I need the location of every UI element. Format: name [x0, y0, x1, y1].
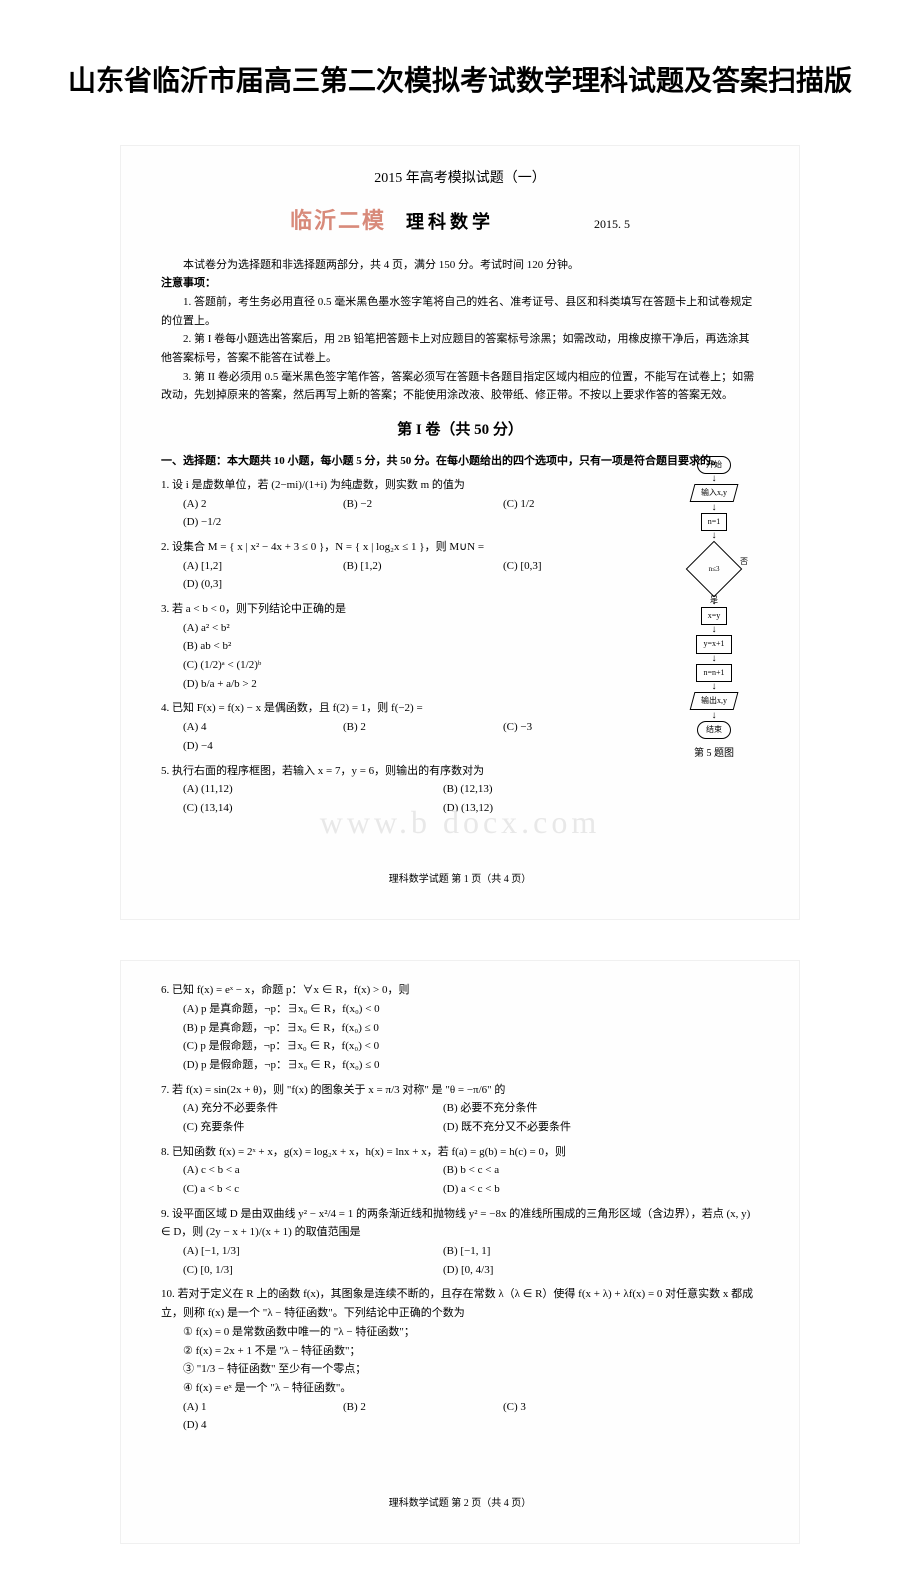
flowchart-arrow-icon: ↓	[712, 533, 717, 539]
question-5: 5. 执行右面的程序框图，若输入 x = 7，y = 6，则输出的有序数对为 (…	[161, 762, 759, 818]
option-a: (A) 充分不必要条件	[183, 1099, 403, 1118]
scan-page-1: 2015 年高考模拟试题（一） 临沂二模 理科数学 2015. 5 本试卷分为选…	[120, 145, 800, 920]
option-d: (D) −4	[183, 737, 303, 756]
option-c: (C) (1/2)ᵃ < (1/2)ᵇ	[183, 656, 403, 675]
question-stem: 9. 设平面区域 D 是由双曲线 y² − x²/4 = 1 的两条渐近线和抛物…	[161, 1205, 759, 1242]
statement-1: ① f(x) = 0 是常数函数中唯一的 "λ − 特征函数"；	[183, 1323, 759, 1342]
exam-date: 2015. 5	[594, 214, 630, 236]
question-stem: 7. 若 f(x) = sin(2x + θ)，则 "f(x) 的图象关于 x …	[161, 1081, 759, 1100]
option-d: (D) 4	[183, 1416, 303, 1435]
option-c: (C) −3	[503, 718, 623, 737]
intro-text: 本试卷分为选择题和非选择题两部分，共 4 页，满分 150 分。考试时间 120…	[161, 256, 759, 275]
option-c: (C) p 是假命题，¬p：∃x₀ ∈ R，f(x₀) < 0	[183, 1037, 759, 1056]
option-d: (D) (0,3]	[183, 575, 303, 594]
option-a: (A) a² < b²	[183, 619, 403, 638]
option-b: (B) p 是真命题，¬p：∃x₀ ∈ R，f(x₀) ≤ 0	[183, 1019, 759, 1038]
scan-page-2: 6. 已知 f(x) = eˣ − x，命题 p：∀x ∈ R，f(x) > 0…	[120, 960, 800, 1544]
option-a: (A) 4	[183, 718, 303, 737]
exam-year-header: 2015 年高考模拟试题（一）	[161, 166, 759, 191]
flowchart-yes-label: 是	[710, 593, 718, 607]
exam-instructions: 本试卷分为选择题和非选择题两部分，共 4 页，满分 150 分。考试时间 120…	[161, 256, 759, 406]
notice-3: 3. 第 II 卷必须用 0.5 毫米黑色签字笔作答，答案必须写在答题卡各题目指…	[161, 368, 759, 405]
section-1-header: 第 I 卷（共 50 分）	[161, 417, 759, 444]
option-d: (D) (13,12)	[443, 799, 663, 818]
flowchart-arrow-icon: ↓	[712, 505, 717, 511]
flowchart-step: y=x+1	[696, 635, 731, 653]
notice-title: 注意事项：	[161, 274, 759, 293]
option-b: (B) [−1, 1]	[443, 1242, 663, 1261]
option-d: (D) a < c < b	[443, 1180, 663, 1199]
option-c: (C) [0,3]	[503, 557, 623, 576]
question-stem: 10. 若对于定义在 R 上的函数 f(x)，其图象是连续不断的，且存在常数 λ…	[161, 1285, 759, 1322]
notice-2: 2. 第 I 卷每小题选出答案后，用 2B 铅笔把答题卡上对应题目的答案标号涂黑…	[161, 330, 759, 367]
option-b: (B) [1,2)	[343, 557, 463, 576]
question-9: 9. 设平面区域 D 是由双曲线 y² − x²/4 = 1 的两条渐近线和抛物…	[161, 1205, 759, 1280]
page-2-footer: 理科数学试题 第 2 页（共 4 页）	[161, 1495, 759, 1513]
option-b: (B) −2	[343, 495, 463, 514]
option-a: (A) [−1, 1/3]	[183, 1242, 403, 1261]
option-a: (A) p 是真命题，¬p：∃x₀ ∈ R，f(x₀) < 0	[183, 1000, 759, 1019]
option-a: (A) [1,2]	[183, 557, 303, 576]
exam-subheader: 临沂二模 理科数学 2015. 5	[161, 201, 759, 241]
flowchart-condition: n≤3	[686, 541, 743, 598]
option-a: (A) (11,12)	[183, 780, 403, 799]
flowchart-output: 输出x,y	[690, 692, 739, 710]
option-d: (D) p 是假命题，¬p：∃x₀ ∈ R，f(x₀) ≤ 0	[183, 1056, 759, 1075]
option-c: (C) (13,14)	[183, 799, 403, 818]
flowchart-arrow-icon: ↓	[712, 713, 717, 719]
page-1-footer: 理科数学试题 第 1 页（共 4 页）	[161, 871, 759, 889]
option-b: (B) b < c < a	[443, 1161, 663, 1180]
document-title: 山东省临沂市届高三第二次模拟考试数学理科试题及答案扫描版	[0, 0, 920, 125]
flowchart-step: n=n+1	[696, 664, 731, 682]
flowchart-figure: 开始 ↓ 输入x,y ↓ n=1 ↓ n≤3 否 是 ↓ x=y ↓ y=x+1…	[669, 456, 759, 763]
statement-2: ② f(x) = 2x + 1 不是 "λ − 特征函数"；	[183, 1342, 759, 1361]
exam-subject: 理科数学	[406, 206, 494, 238]
question-10: 10. 若对于定义在 R 上的函数 f(x)，其图象是连续不断的，且存在常数 λ…	[161, 1285, 759, 1435]
flowchart-no-label: 否	[740, 555, 748, 569]
option-c: (C) 1/2	[503, 495, 623, 514]
option-b: (B) ab < b²	[183, 637, 403, 656]
option-d: (D) −1/2	[183, 513, 303, 532]
notice-1: 1. 答题前，考生务必用直径 0.5 毫米黑色墨水签字笔将自己的姓名、准考证号、…	[161, 293, 759, 330]
exam-badge: 临沂二模	[290, 201, 386, 241]
option-c: (C) a < b < c	[183, 1180, 403, 1199]
option-b: (B) 2	[343, 718, 463, 737]
question-8: 8. 已知函数 f(x) = 2ˣ + x，g(x) = log₂x + x，h…	[161, 1143, 759, 1199]
statement-3: ③ "1/3 − 特征函数" 至少有一个零点；	[183, 1360, 759, 1379]
choice-group-title: 一、选择题：本大题共 10 小题，每小题 5 分，共 50 分。在每小题给出的四…	[161, 452, 759, 472]
option-d: (D) 既不充分又不必要条件	[443, 1118, 663, 1137]
option-b: (B) (12,13)	[443, 780, 663, 799]
flowchart-input: 输入x,y	[690, 484, 739, 502]
option-a: (A) 2	[183, 495, 303, 514]
flowchart-arrow-icon: ↓	[712, 627, 717, 633]
question-6: 6. 已知 f(x) = eˣ − x，命题 p：∀x ∈ R，f(x) > 0…	[161, 981, 759, 1074]
option-a: (A) 1	[183, 1398, 303, 1417]
flowchart-arrow-icon: ↓	[712, 656, 717, 662]
flowchart-arrow-icon: ↓	[712, 476, 717, 482]
option-b: (B) 2	[343, 1398, 463, 1417]
flowchart-step: x=y	[701, 607, 728, 625]
flowchart-caption: 第 5 题图	[669, 745, 759, 763]
flowchart-init: n=1	[701, 513, 728, 531]
question-stem: 6. 已知 f(x) = eˣ − x，命题 p：∀x ∈ R，f(x) > 0…	[161, 981, 759, 1000]
option-d: (D) [0, 4/3]	[443, 1261, 663, 1280]
option-c: (C) [0, 1/3]	[183, 1261, 403, 1280]
option-c: (C) 充要条件	[183, 1118, 403, 1137]
option-a: (A) c < b < a	[183, 1161, 403, 1180]
question-7: 7. 若 f(x) = sin(2x + θ)，则 "f(x) 的图象关于 x …	[161, 1081, 759, 1137]
flowchart-arrow-icon: ↓	[712, 684, 717, 690]
statement-4: ④ f(x) = eˣ 是一个 "λ − 特征函数"。	[183, 1379, 759, 1398]
question-stem: 8. 已知函数 f(x) = 2ˣ + x，g(x) = log₂x + x，h…	[161, 1143, 759, 1162]
option-c: (C) 3	[503, 1398, 623, 1417]
flowchart-end: 结束	[697, 721, 731, 739]
option-b: (B) 必要不充分条件	[443, 1099, 663, 1118]
option-d: (D) b/a + a/b > 2	[183, 675, 403, 694]
question-stem: 5. 执行右面的程序框图，若输入 x = 7，y = 6，则输出的有序数对为	[161, 762, 759, 781]
